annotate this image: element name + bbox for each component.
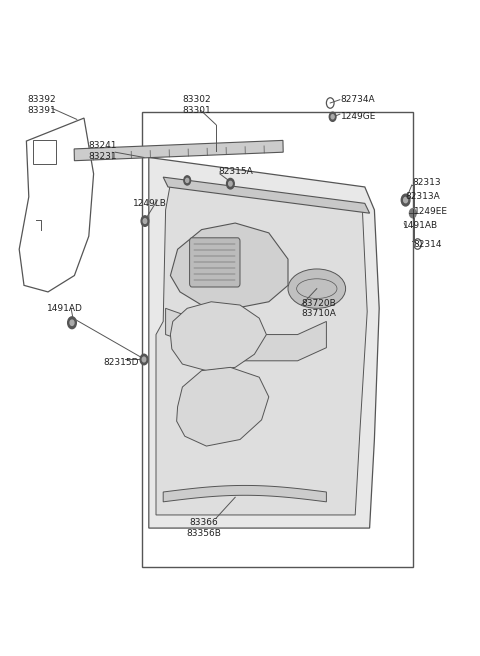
Circle shape xyxy=(142,357,146,362)
Text: 82315A: 82315A xyxy=(218,167,253,176)
Circle shape xyxy=(141,216,149,226)
Bar xyxy=(142,112,413,567)
Circle shape xyxy=(184,176,191,185)
Text: 83302
83301: 83302 83301 xyxy=(182,95,211,115)
Text: 1249LB: 1249LB xyxy=(133,199,168,208)
Circle shape xyxy=(228,181,232,186)
Circle shape xyxy=(140,354,148,365)
Polygon shape xyxy=(170,223,288,308)
Circle shape xyxy=(409,209,416,218)
Circle shape xyxy=(329,112,336,121)
Circle shape xyxy=(401,194,410,206)
Circle shape xyxy=(227,178,234,189)
Circle shape xyxy=(186,178,189,182)
Circle shape xyxy=(70,320,74,325)
Text: 1491AD: 1491AD xyxy=(47,304,83,313)
Text: 1249EE: 1249EE xyxy=(414,207,448,216)
Text: 83241
83231: 83241 83231 xyxy=(89,141,118,161)
FancyBboxPatch shape xyxy=(190,238,240,287)
Circle shape xyxy=(404,197,408,203)
Polygon shape xyxy=(170,302,266,371)
Bar xyxy=(33,140,56,164)
Circle shape xyxy=(143,218,147,224)
Polygon shape xyxy=(166,308,326,361)
Polygon shape xyxy=(156,184,367,515)
Polygon shape xyxy=(74,140,283,161)
Polygon shape xyxy=(177,367,269,446)
Text: 83366
83356B: 83366 83356B xyxy=(187,518,221,538)
Text: 83392
83391: 83392 83391 xyxy=(28,95,57,115)
Text: 1249GE: 1249GE xyxy=(341,112,376,121)
Circle shape xyxy=(331,115,334,119)
Text: 82734A: 82734A xyxy=(341,95,375,104)
Text: 1491AB: 1491AB xyxy=(403,221,438,230)
Text: 82313A: 82313A xyxy=(406,192,440,201)
Text: 82315D: 82315D xyxy=(103,358,139,367)
Polygon shape xyxy=(149,157,379,528)
Circle shape xyxy=(68,317,76,329)
Text: 82314: 82314 xyxy=(414,239,442,249)
Text: 83720B
83710A: 83720B 83710A xyxy=(301,298,336,318)
Ellipse shape xyxy=(288,269,346,308)
Polygon shape xyxy=(163,177,370,213)
Text: 82313: 82313 xyxy=(413,178,442,187)
Polygon shape xyxy=(163,485,326,502)
